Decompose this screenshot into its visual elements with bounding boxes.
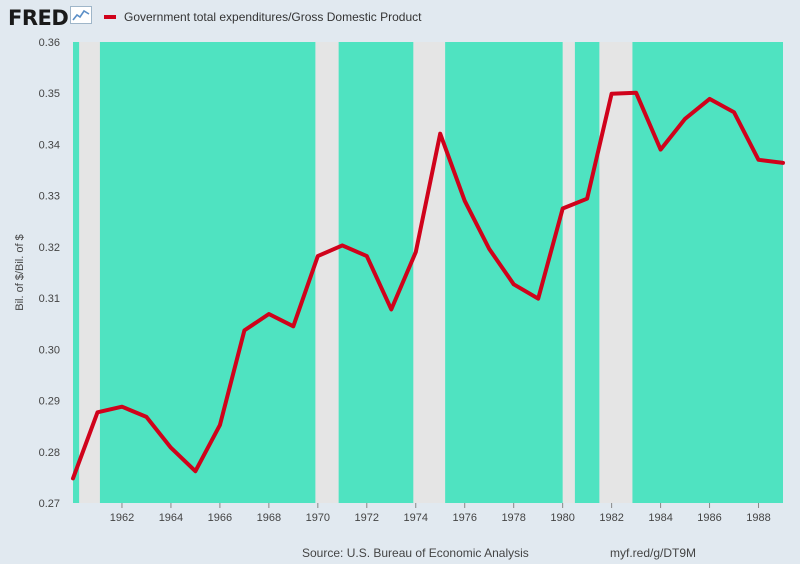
y-axis-title: Bil. of $/Bil. of $ — [14, 234, 26, 310]
chart-header: FRED Government total expenditures/Gross… — [0, 0, 800, 34]
x-tick-label: 1984 — [648, 512, 672, 524]
y-tick-label: 0.30 — [39, 344, 60, 356]
fred-logo[interactable]: FRED — [8, 5, 93, 30]
y-tick-label: 0.29 — [39, 396, 60, 408]
chart-footer: Source: U.S. Bureau of Economic Analysis… — [0, 546, 800, 562]
y-tick-label: 0.36 — [39, 37, 60, 49]
x-tick-label: 1962 — [110, 512, 134, 524]
legend-label: Government total expenditures/Gross Dome… — [124, 10, 422, 24]
y-tick-label: 0.31 — [39, 293, 60, 305]
recession-band — [79, 42, 100, 503]
source-text: Source: U.S. Bureau of Economic Analysis — [302, 546, 529, 560]
x-tick-label: 1982 — [599, 512, 623, 524]
x-tick-label: 1964 — [159, 512, 183, 524]
y-tick-label: 0.35 — [39, 88, 60, 100]
y-tick-label: 0.27 — [39, 498, 60, 510]
y-tick-label: 0.33 — [39, 191, 60, 203]
legend-swatch — [104, 15, 116, 19]
x-tick-label: 1974 — [404, 512, 428, 524]
x-tick-label: 1986 — [697, 512, 721, 524]
chart-line-icon — [70, 6, 93, 29]
x-tick-label: 1970 — [306, 512, 330, 524]
chart-legend: Government total expenditures/Gross Dome… — [104, 10, 421, 24]
x-tick-label: 1976 — [452, 512, 476, 524]
x-tick-label: 1980 — [550, 512, 574, 524]
recession-band — [562, 42, 575, 503]
y-tick-label: 0.28 — [39, 447, 60, 459]
series-group — [71, 90, 785, 481]
recession-band — [315, 42, 339, 503]
x-tick-label: 1968 — [257, 512, 281, 524]
short-link[interactable]: myf.red/g/DT9M — [610, 546, 697, 560]
x-tick-label: 1966 — [208, 512, 232, 524]
recession-band — [413, 42, 446, 503]
fred-logo-text: FRED — [8, 5, 69, 30]
y-tick-label: 0.32 — [39, 242, 60, 254]
recession-band — [599, 42, 633, 503]
y-tick-label: 0.34 — [39, 139, 60, 151]
x-tick-label: 1978 — [501, 512, 525, 524]
x-axis: 1962 1964 1966 1968 1970 1972 1974 1976 1978 1980… — [110, 503, 771, 524]
x-tick-label: 1988 — [746, 512, 770, 524]
recession-bands — [79, 42, 633, 503]
series-line — [71, 90, 785, 481]
y-axis: 0.27 0.28 0.29 0.30 0.31 0.32 0.33 0.34 0.35 0.36 — [39, 37, 60, 510]
x-tick-label: 1972 — [355, 512, 379, 524]
